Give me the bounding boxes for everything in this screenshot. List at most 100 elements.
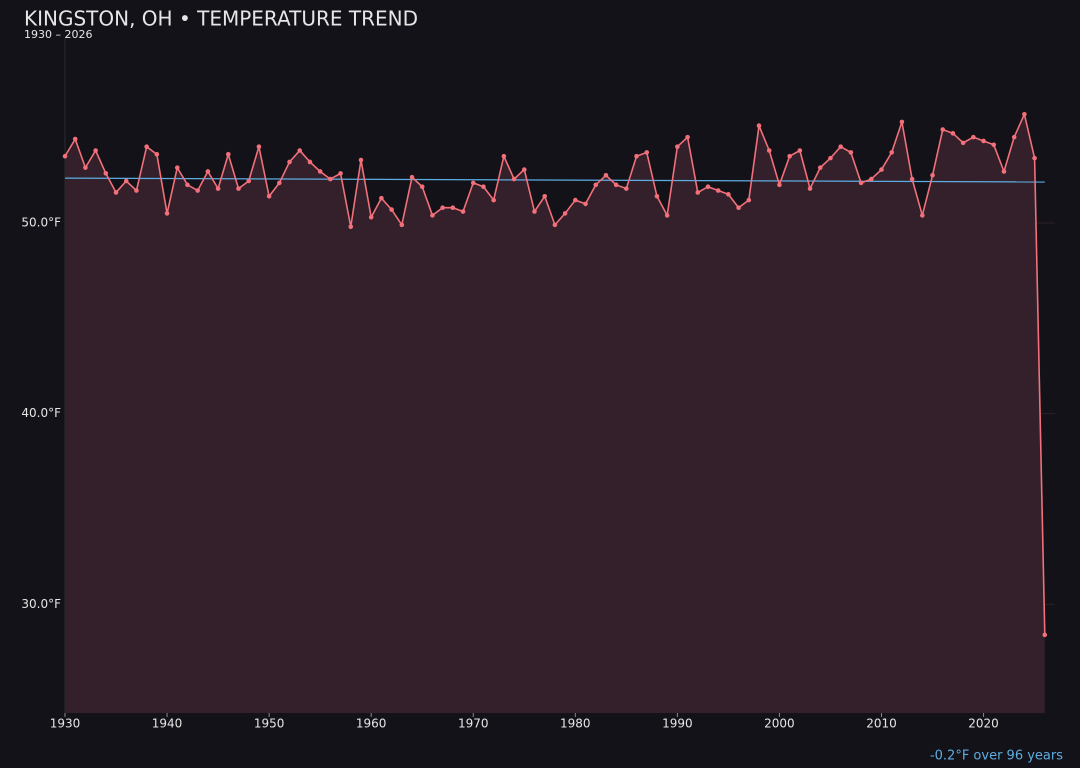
data-point [440,205,445,211]
data-point [491,197,496,203]
data-point [909,176,915,182]
chart-title: KINGSTON, OH • TEMPERATURE TREND [24,7,418,31]
data-point [368,214,374,220]
data-point [685,134,690,140]
data-point [307,159,313,165]
data-point [83,165,88,170]
data-point [287,159,292,165]
data-point [103,171,109,176]
data-point [450,205,456,211]
data-point [113,190,119,195]
data-point [205,169,211,174]
data-point [430,213,435,218]
data-point [501,153,507,159]
x-tick-label: 1980 [560,717,591,731]
data-point [746,197,752,203]
x-tick-label: 1940 [152,717,183,731]
data-point [726,192,731,197]
data-point [154,152,160,157]
data-point [134,188,139,193]
y-tick-label: 50.0°F [21,215,61,229]
data-point [573,197,578,203]
x-tick-label: 2020 [968,717,999,731]
data-point [807,186,813,191]
data-point [297,148,303,153]
data-point [797,148,803,153]
data-point [1032,155,1037,161]
data-point [277,180,282,186]
data-point [644,150,650,155]
data-point [828,155,833,161]
data-point [1022,111,1027,117]
data-point [960,140,966,146]
data-point [736,205,741,211]
x-tick-label: 1960 [356,717,387,731]
chart-subtitle: 1930 – 2026 [24,28,92,41]
data-point [521,167,527,172]
data-point [317,169,323,174]
data-point [675,144,680,149]
data-point [399,222,405,228]
data-point [950,131,956,136]
data-point [838,144,843,149]
x-tick-label: 1930 [50,717,81,731]
data-point [787,153,792,159]
data-point [215,186,221,191]
data-point [1011,134,1017,140]
data-point [899,119,905,125]
data-point [93,148,98,153]
data-point [552,222,558,228]
data-point [511,176,517,182]
area [65,114,1045,714]
data-point [1001,169,1007,174]
data-point [603,172,609,178]
data-point [971,134,976,140]
data-point [756,123,762,129]
data-point [174,165,180,170]
data-point [246,178,252,184]
data-point [470,180,476,186]
data-point [338,171,343,176]
data-point [634,153,639,159]
data-point [72,136,78,142]
x-tick-label: 1970 [458,717,489,731]
data-point [144,144,149,149]
data-point [583,201,588,207]
data-point [889,150,895,155]
data-point [164,211,170,216]
data-point [593,182,599,188]
data-point [920,213,925,218]
data-point [848,150,854,155]
data-point [225,152,231,157]
data-point [562,211,568,216]
data-point [817,165,823,170]
data-point [542,193,547,199]
x-tick-label: 1990 [662,717,693,731]
data-point [715,188,721,193]
data-point [991,142,997,148]
data-point [930,172,935,178]
data-point [409,174,415,180]
data-point [532,209,537,214]
x-tick-label: 2000 [764,717,795,731]
data-point [419,184,425,190]
x-tick-label: 1950 [254,717,285,731]
data-point [348,224,354,230]
data-point [328,176,333,182]
data-point [654,193,660,199]
y-tick-label: 30.0°F [21,597,61,611]
data-point [664,213,670,218]
data-point [868,176,874,182]
data-point [777,182,782,188]
data-point [695,190,701,195]
data-point [1042,632,1048,638]
data-point [481,184,486,190]
data-point [705,184,711,190]
y-tick-label: 40.0°F [21,406,61,420]
data-point [858,180,864,186]
data-point [195,188,200,193]
data-point [236,186,241,191]
x-tick-label: 2010 [866,717,897,731]
